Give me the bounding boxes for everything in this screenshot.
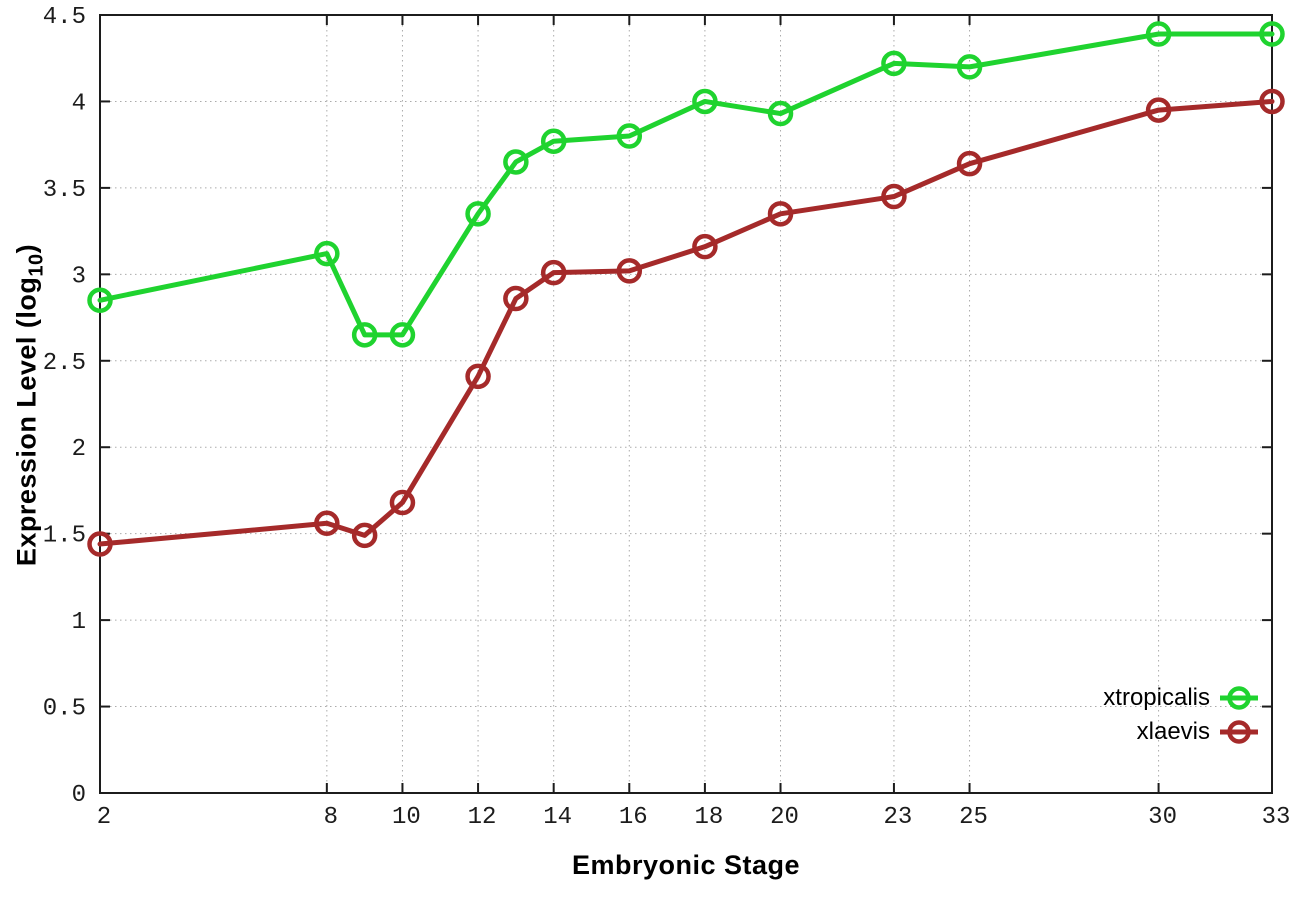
data-point-xtropicalis-23 [881,50,907,77]
data-point-xtropicalis-13 [503,149,529,175]
data-point-xtropicalis-30 [1145,21,1172,47]
x-tick-label: 33 [1262,804,1291,831]
data-point-xtropicalis-20 [767,100,794,127]
y-tick-label: 4 [72,90,86,117]
y-tick-label: 0 [72,782,86,809]
data-point-xlaevis-2 [87,531,113,557]
data-point-xlaevis-16 [616,258,643,284]
y-tick-label: 3 [72,263,86,290]
legend-sample-xlaevis [1220,720,1258,744]
data-point-xlaevis-8 [314,510,340,537]
y-axis-title-close: ) [11,243,42,254]
data-point-xlaevis-30 [1145,97,1172,123]
chart-legend: xtropicalis xlaevis [1008,682,1258,748]
series-line-xlaevis [97,98,1275,547]
data-point-xtropicalis-18 [692,88,718,115]
data-point-xlaevis-18 [692,233,718,260]
x-tick-label: 25 [959,804,988,831]
y-tick-label: 2.5 [43,350,86,377]
x-tick-label: 2 [97,804,111,831]
y-tick-label: 1.5 [43,523,86,550]
y-tick-label: 3.5 [43,177,86,204]
data-point-xlaevis-14 [540,259,567,286]
x-tick-label: 10 [392,804,421,831]
x-tick-label: 16 [619,804,648,831]
x-tick-label: 18 [694,804,723,831]
data-point-xlaevis-12 [465,363,491,390]
y-tick-label: 2 [72,436,86,463]
data-point-xtropicalis-10 [389,322,416,348]
data-point-xlaevis-20 [767,201,794,227]
data-point-xtropicalis-14 [540,128,567,154]
y-tick-label: 4.5 [43,4,86,31]
data-point-xlaevis-25 [956,150,983,177]
legend-label-xtropicalis: xtropicalis [1103,684,1210,711]
y-axis-title-subscript: 10 [25,253,48,277]
data-point-xlaevis-23 [881,183,907,210]
x-tick-label: 12 [468,804,497,831]
y-axis-title-text: Expression Level (log [11,276,42,567]
x-tick-label: 14 [543,804,572,831]
x-tick-label: 23 [884,804,913,831]
data-point-xlaevis-9 [351,522,378,549]
data-point-xtropicalis-16 [616,123,643,149]
data-point-xlaevis-10 [389,489,416,516]
legend-item-xlaevis: xlaevis [1008,716,1258,748]
data-point-xtropicalis-8 [314,240,340,267]
x-tick-label: 20 [770,804,799,831]
y-axis-title: Expression Level (log10) [12,244,49,566]
x-axis-title: Embryonic Stage [571,850,801,880]
data-point-xlaevis-13 [503,285,529,312]
data-point-xlaevis-33 [1259,88,1285,115]
data-point-xtropicalis-9 [351,322,378,348]
data-point-xtropicalis-33 [1259,21,1285,47]
x-tick-label: 30 [1148,804,1177,831]
data-point-xtropicalis-25 [956,54,983,80]
data-point-xtropicalis-2 [87,287,113,314]
legend-sample-xtropicalis [1220,686,1258,710]
legend-item-xtropicalis: xtropicalis [1008,682,1258,714]
x-tick-label: 8 [324,804,338,831]
y-tick-label: 0.5 [43,696,86,723]
plot-border [99,14,1273,794]
legend-label-xlaevis: xlaevis [1136,718,1210,745]
y-tick-label: 1 [72,609,86,636]
series-line-xtropicalis [97,31,1275,338]
data-point-xtropicalis-12 [465,201,491,227]
